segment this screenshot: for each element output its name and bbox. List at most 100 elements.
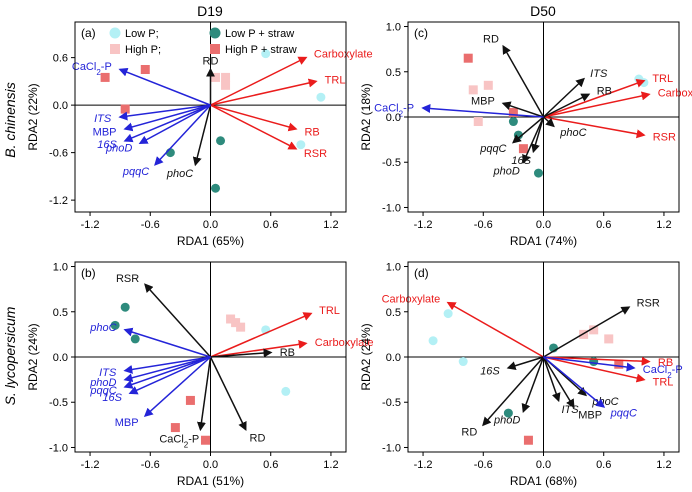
- point-high_p_straw: [518, 144, 528, 154]
- rda-panel-2: TRL Carboxylate RB RSR RD CaCl2-P phoC ITSphoDp…: [26, 261, 373, 488]
- point-high_p: [468, 85, 478, 95]
- point-high_p_straw: [200, 435, 210, 445]
- arrow-label-cacl2-p: CaCl2-P: [374, 102, 414, 118]
- point-high_p_straw: [140, 65, 150, 74]
- point-high_p_straw: [120, 104, 130, 114]
- x-tick-label: -0.6: [141, 459, 160, 471]
- y-tick-label: 0.0: [386, 112, 401, 124]
- point-high_p_straw: [508, 107, 518, 117]
- arrow-mbp: [123, 104, 211, 132]
- arrow-label-rd: RD: [461, 427, 477, 439]
- arrow-rb: [543, 93, 591, 118]
- y-tick-label: 0.0: [53, 352, 68, 364]
- arrow-16s: [506, 356, 544, 371]
- arrow-label-rsr: RSR: [304, 148, 327, 160]
- arrow-label-mbp: MBP: [115, 417, 139, 429]
- arrow-rd: [209, 356, 247, 432]
- arrow-its: [542, 356, 561, 403]
- arrow-pqqc: [512, 116, 544, 144]
- column-title-d50: D50: [530, 3, 556, 19]
- rda-panel-1: TRLCarboxylateRSRRDITSRBMBPphoCpqqC16Sph…: [359, 21, 692, 248]
- arrow-pqqc: [154, 104, 212, 166]
- y-tick-label: 0.6: [53, 53, 68, 65]
- point-low_p: [261, 49, 271, 59]
- arrow-label-mbp: MBP: [471, 96, 495, 108]
- arrow-phoc: [192, 104, 212, 167]
- point-low_p: [428, 336, 438, 346]
- point-high_p: [589, 325, 599, 335]
- point-low_p: [443, 309, 453, 319]
- arrow-mbp: [542, 356, 575, 409]
- arrow-label-rb: RB: [304, 126, 319, 138]
- x-tick-label: 1.2: [656, 219, 671, 231]
- point-high_p_straw: [463, 53, 473, 63]
- legend-marker-low_p_straw: [209, 27, 221, 39]
- row-title-s-lycopersicum: S. lycopersicum: [2, 306, 18, 405]
- arrow-carboxylate: [543, 91, 651, 118]
- y-tick-label: 0.5: [386, 67, 401, 79]
- arrow-label-trl: TRL: [325, 74, 346, 86]
- arrow-rsr: [210, 104, 298, 150]
- arrow-label-its: ITS: [94, 113, 112, 125]
- x-tick-label: 0.0: [203, 459, 218, 471]
- x-tick-label: -0.6: [141, 219, 160, 231]
- point-low_p_straw: [533, 168, 543, 178]
- arrow-label-mbp: MBP: [578, 409, 602, 421]
- arrow-phoc: [542, 116, 555, 128]
- x-tick-label: -1.2: [414, 219, 433, 231]
- point-high_p: [211, 72, 221, 82]
- point-high_p: [221, 72, 231, 82]
- arrow-label-mbp: MBP: [93, 126, 117, 138]
- point-low_p: [458, 357, 468, 367]
- y-tick-label: -1.0: [49, 442, 68, 454]
- arrow-trl: [210, 312, 313, 358]
- y-tick-label: -1.2: [49, 195, 68, 207]
- arrow-rsr: [543, 306, 631, 358]
- arrow-label-pqqc: pqqC: [610, 407, 637, 419]
- y-tick-label: -0.5: [382, 397, 401, 409]
- arrow-label-rsr: RSR: [116, 273, 139, 285]
- legend-label-low_p_straw: Low P + straw: [225, 28, 294, 40]
- point-high_p: [231, 318, 241, 328]
- arrow-its: [542, 77, 585, 118]
- arrow-label-pqqc: pqqC: [479, 143, 506, 155]
- x-tick-label: 0.0: [536, 459, 551, 471]
- y-tick-label: -1.0: [382, 202, 401, 214]
- point-low_p_straw: [120, 302, 130, 312]
- point-high_p_straw: [185, 395, 195, 405]
- legend-label-high_p: High P;: [125, 44, 161, 56]
- arrow-label-rb: RB: [280, 347, 295, 359]
- y-tick-label: -0.5: [49, 397, 68, 409]
- y-tick-label: 0.0: [386, 352, 401, 364]
- arrow-label-phoc: phoC: [559, 127, 586, 139]
- arrow-phod: [521, 356, 545, 413]
- x-tick-label: 1.2: [323, 219, 338, 231]
- point-high_p: [236, 322, 246, 332]
- arrow-rsr: [543, 116, 646, 139]
- point-high_p: [604, 334, 614, 344]
- arrow-label-pqqc: pqqC: [122, 166, 149, 178]
- arrow-label-trl: TRL: [652, 73, 673, 85]
- arrow-label-phod: phoD: [493, 415, 520, 427]
- arrow-label-carboxylate: Carboxylate: [314, 49, 373, 61]
- arrow-label-carboxylate: Carboxylate: [382, 293, 441, 305]
- legend-marker-high_p_straw: [210, 44, 220, 54]
- arrow-label-rd: RD: [203, 56, 219, 68]
- arrow-label-cacl2-p: CaCl2-P: [159, 433, 199, 449]
- panel-letter: (b): [81, 266, 96, 280]
- arrow-label-cacl2-p: CaCl2-P: [72, 61, 112, 77]
- arrow-rsr: [144, 283, 212, 358]
- x-tick-label: 0.0: [203, 219, 218, 231]
- arrow-label-16s: 16S: [480, 366, 500, 378]
- panel-letter: (a): [81, 26, 96, 40]
- y-tick-label: -1.0: [382, 442, 401, 454]
- x-tick-label: 0.6: [263, 219, 278, 231]
- arrow-cacl2-p: [118, 67, 211, 106]
- arrow-trl: [543, 79, 646, 118]
- arrow-label-its: ITS: [99, 367, 117, 379]
- arrow-label-carboxylate: Carboxylate: [658, 87, 692, 99]
- arrow-label-cacl2-p: CaCl2-P: [643, 364, 683, 380]
- y-tick-label: 0.0: [53, 100, 68, 112]
